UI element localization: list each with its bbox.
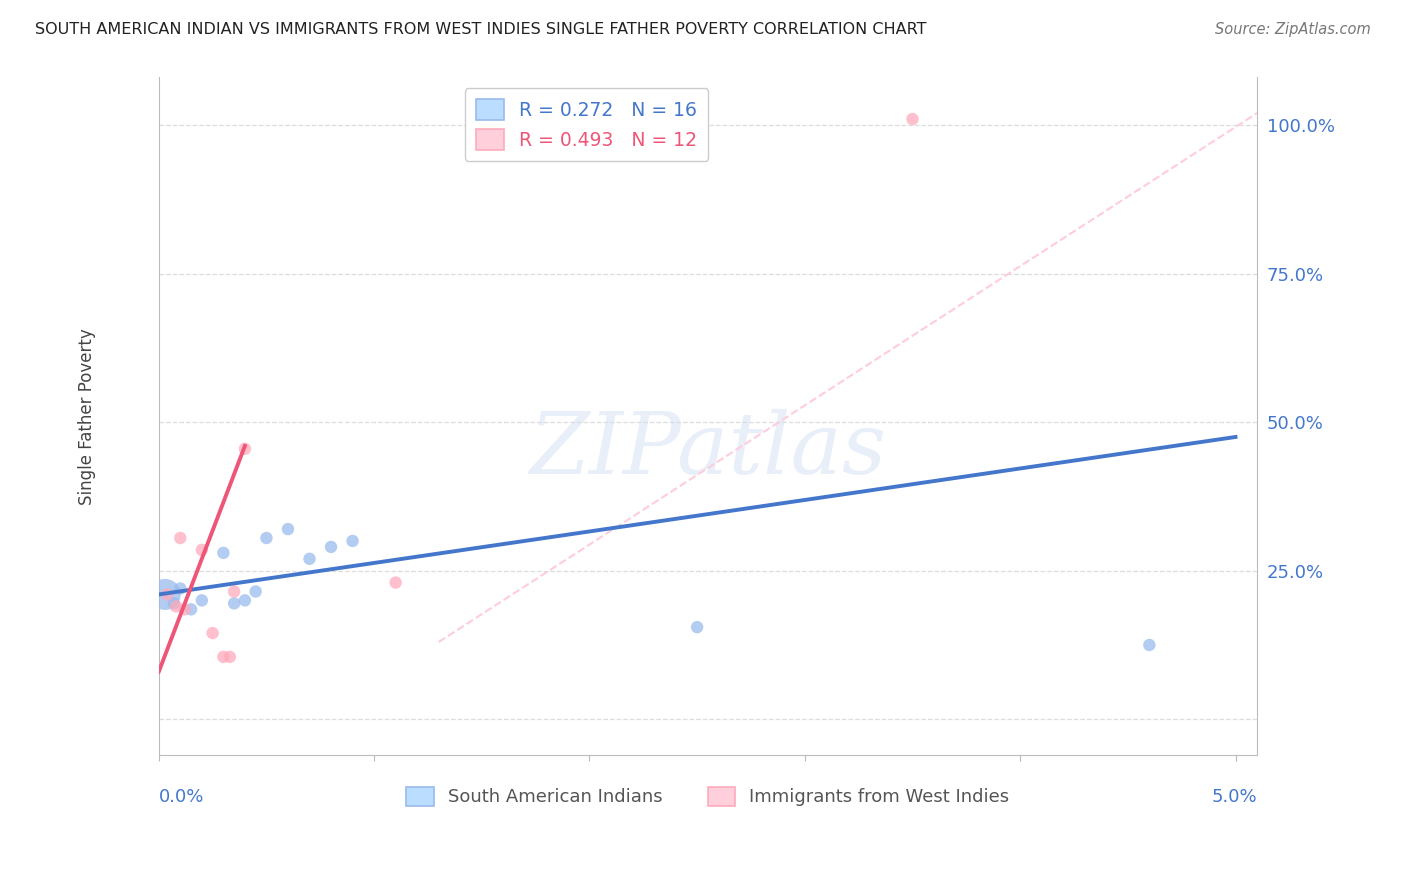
Point (224, 584, 246, 599)
Point (233, 442, 256, 456)
Point (212, 546, 235, 560)
Point (169, 531, 191, 545)
Point (319, 540, 342, 554)
Point (156, 587, 179, 601)
Point (218, 649, 240, 664)
Point (901, 112, 924, 126)
Point (212, 649, 235, 664)
Text: 0.0%: 0.0% (159, 788, 204, 805)
Point (173, 602, 195, 616)
Legend: South American Indians, Immigrants from West Indies: South American Indians, Immigrants from … (399, 780, 1017, 814)
Text: ZIPatlas: ZIPatlas (529, 409, 886, 491)
Point (191, 593, 214, 607)
Point (342, 533, 364, 548)
Text: Source: ZipAtlas.com: Source: ZipAtlas.com (1215, 22, 1371, 37)
Point (1137, 638, 1160, 652)
Point (384, 575, 406, 590)
Point (169, 582, 191, 596)
Point (163, 596, 186, 610)
Text: 5.0%: 5.0% (1212, 788, 1257, 805)
Point (155, 587, 177, 601)
Text: SOUTH AMERICAN INDIAN VS IMMIGRANTS FROM WEST INDIES SINGLE FATHER POVERTY CORRE: SOUTH AMERICAN INDIAN VS IMMIGRANTS FROM… (35, 22, 927, 37)
Point (256, 531, 278, 545)
Point (180, 602, 202, 616)
Point (224, 596, 246, 610)
Point (191, 542, 214, 557)
Point (686, 620, 709, 634)
Point (277, 522, 299, 536)
Point (165, 599, 187, 614)
Point (233, 593, 256, 607)
Point (201, 626, 224, 640)
Point (298, 551, 321, 566)
Point (245, 584, 267, 599)
Y-axis label: Single Father Poverty: Single Father Poverty (79, 327, 96, 505)
